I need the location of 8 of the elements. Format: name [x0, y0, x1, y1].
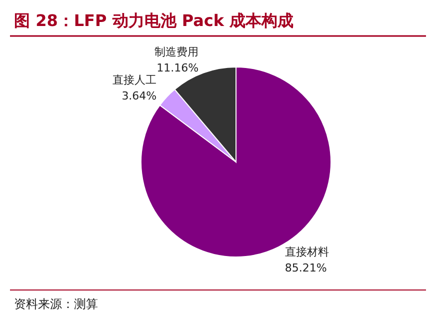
data-label: 11.16%	[156, 62, 199, 75]
data-label: 3.64%	[122, 89, 157, 102]
chart-title: 图 28：LFP 动力电池 Pack 成本构成	[14, 11, 294, 30]
text: 资料来源：测算	[14, 297, 98, 311]
slice-label: 制造费用	[154, 46, 199, 59]
slice-label: 直接材料	[284, 245, 329, 258]
slice-label: 直接人工	[112, 73, 157, 86]
data-label: 85.21%	[284, 261, 327, 274]
